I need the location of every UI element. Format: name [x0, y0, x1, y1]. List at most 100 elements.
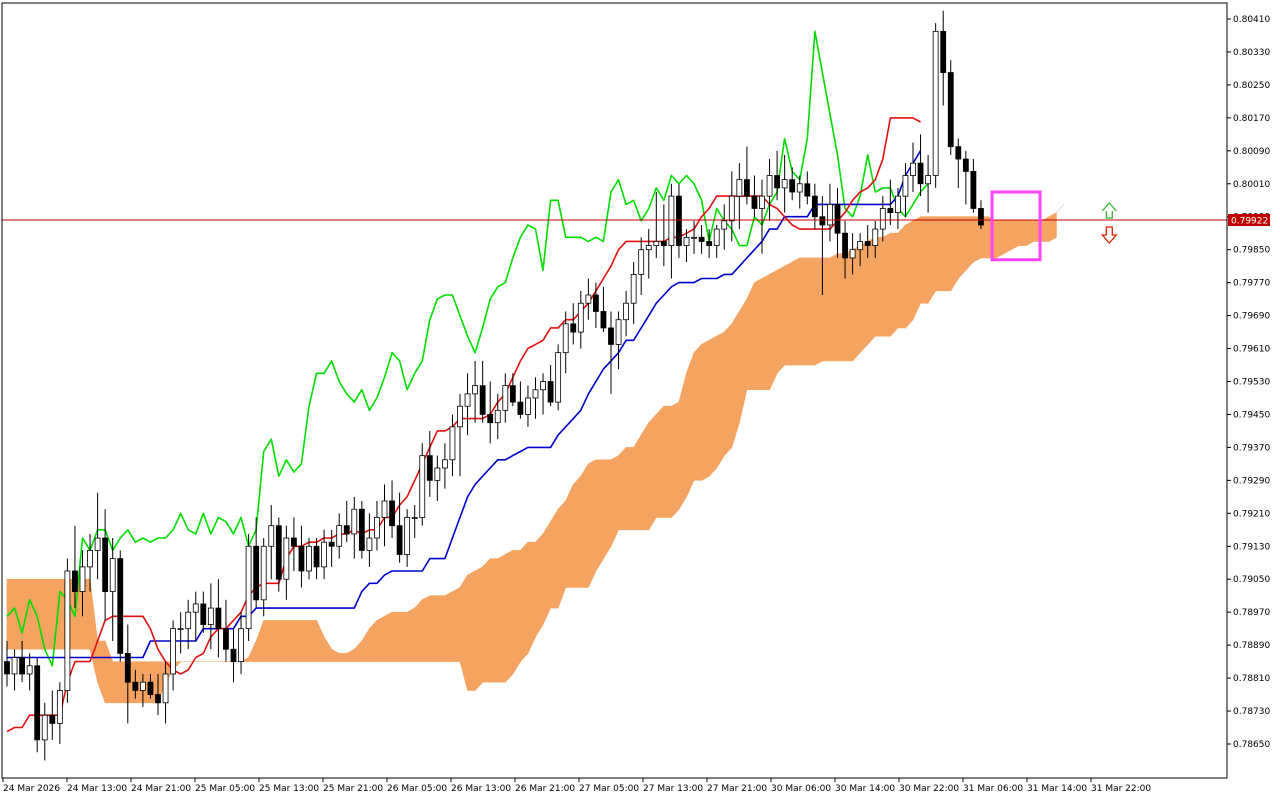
cloud-segment-bullish: [716, 331, 725, 470]
candle: [268, 505, 275, 580]
candle-body-bullish: [94, 537, 101, 551]
cloud-segment-bullish: [920, 216, 929, 304]
candle: [759, 179, 765, 254]
candle-body-bullish: [562, 323, 569, 354]
candle: [577, 290, 584, 349]
candle-body-bullish: [336, 525, 343, 547]
x-tick-label: 27 Mar 13:00: [643, 784, 703, 794]
candle: [479, 360, 486, 423]
cloud-segment-bullish: [580, 462, 589, 588]
candle-body-bearish: [744, 179, 750, 197]
candle: [404, 509, 411, 567]
candle-body-bearish: [230, 648, 237, 663]
candle-body-bullish: [577, 302, 584, 333]
candle-body-bearish: [4, 661, 10, 675]
cloud-segment-bullish: [791, 257, 801, 366]
candle-body-bearish: [608, 327, 614, 345]
candle: [849, 233, 856, 275]
cloud-segment-bullish: [572, 475, 582, 588]
candle: [509, 373, 516, 407]
candle: [230, 628, 237, 683]
candle: [336, 513, 343, 559]
candle-body-bearish: [19, 657, 26, 675]
candle-body-bearish: [517, 401, 524, 415]
candle-body-bullish: [925, 175, 931, 185]
candle: [426, 430, 433, 497]
chikou-span-line: [6, 30, 929, 667]
candle: [94, 492, 101, 580]
y-tick-label: 0.78970: [1233, 608, 1270, 618]
candle-body-bearish: [864, 241, 871, 246]
candle-body-bearish: [49, 714, 56, 724]
cloud-segment-bullish: [950, 216, 959, 292]
candle: [381, 484, 388, 547]
candle: [19, 641, 26, 683]
candle-body-bearish: [947, 72, 954, 148]
cloud-segment-bullish: [293, 620, 302, 662]
indicator-lines: [6, 30, 929, 733]
candle: [207, 583, 214, 650]
cloud-segment-bullish: [489, 558, 499, 683]
candle: [804, 171, 811, 205]
cloud-segment-bullish: [723, 323, 733, 457]
candle: [955, 138, 962, 188]
candle-body-bearish: [389, 500, 395, 527]
candle: [298, 525, 305, 588]
candle-body-bearish: [676, 195, 682, 246]
candle-body-bearish: [970, 171, 977, 209]
candle-body-bearish: [298, 545, 305, 572]
candle: [109, 538, 116, 642]
candle-body-bullish: [109, 558, 116, 592]
candle: [623, 290, 629, 337]
cloud-segment-bullish: [278, 620, 287, 662]
candle: [64, 558, 71, 703]
candle-body-bullish: [245, 545, 252, 630]
y-tick-label: 0.80250: [1233, 81, 1270, 91]
candle-body-bullish: [932, 30, 939, 176]
cloud-segment-bullish: [935, 216, 944, 292]
candle-body-bullish: [64, 570, 71, 691]
candle: [585, 278, 592, 320]
cloud-segment-bullish: [1048, 212, 1057, 242]
candle: [374, 500, 380, 551]
candle-body-bullish: [472, 385, 479, 395]
candle: [147, 673, 154, 699]
cloud-segment-bullish: [452, 586, 461, 662]
plot-frame: [1, 2, 1228, 779]
cloud-segment-bullish: [625, 447, 634, 531]
x-tick-label: 31 Mar 22:00: [1091, 784, 1151, 794]
candle: [706, 229, 713, 258]
candle-body-bullish: [283, 537, 290, 580]
highlight-box: [990, 190, 1042, 262]
candle-body-bullish: [374, 517, 380, 539]
candle-body-bearish: [789, 179, 796, 193]
candle: [72, 525, 78, 609]
candle-body-bullish: [525, 397, 531, 415]
candle: [532, 377, 539, 419]
candle: [457, 393, 463, 477]
candle: [925, 154, 931, 213]
y-tick-label: 0.79050: [1233, 575, 1270, 585]
candle-body-bullish: [177, 628, 184, 631]
cloud-segment-bullish: [467, 570, 476, 691]
cloud-segment-bullish: [1025, 220, 1035, 247]
cloud-segment-bullish: [384, 611, 393, 662]
cloud-segment-bullish: [957, 216, 967, 280]
candle: [275, 517, 282, 592]
candle-body-bullish: [653, 241, 660, 246]
candle: [962, 150, 969, 205]
candle-body-bearish: [72, 570, 78, 592]
candle: [472, 360, 479, 423]
candle-body-bullish: [79, 566, 86, 592]
cloud-segment-bullish: [520, 541, 529, 663]
cloud-segment-bullish: [769, 269, 778, 390]
arrow-up-icon: [1101, 202, 1117, 219]
candle-body-bullish: [87, 549, 93, 568]
candle-body-bearish: [978, 208, 984, 226]
candle-body-bearish: [962, 158, 969, 172]
candle: [600, 286, 607, 333]
candle: [434, 455, 441, 501]
candle-body-bearish: [600, 311, 607, 329]
